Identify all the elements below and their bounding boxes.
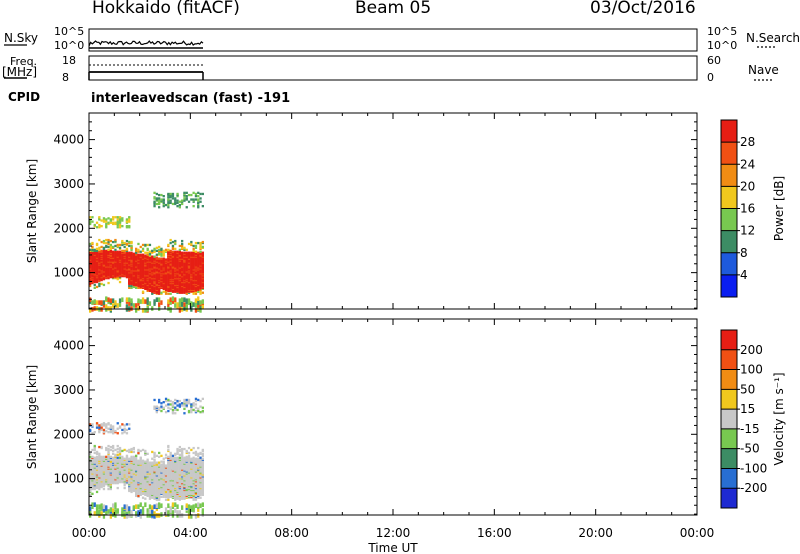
colorbar-swatch [721,230,737,254]
nsky-trace [88,40,204,47]
panel-frame-1 [88,318,698,516]
y-axis-label: Slant Range [km] [25,365,39,469]
colorbar-label: Velocity [m s⁻¹] [772,372,786,465]
freq-panel-frame [88,55,698,81]
y-tick-label: 2000 [53,427,84,441]
freq-unit-label: [MHz] [2,65,38,79]
nsearch-tick-bottom: 10^0 [707,39,737,52]
colorbar-tick-label: 12 [740,224,755,238]
y-tick-label: 2000 [53,221,84,235]
y-tick-label: 4000 [53,133,84,147]
nave-label: Nave [748,63,779,77]
colorbar-swatch [721,349,737,371]
colorbar-swatch [721,369,737,390]
colorbar-swatch [721,208,737,232]
colorbar-swatch [721,428,737,450]
colorbar-tick-label: -200 [740,481,767,495]
colorbar-tick-label: -50 [740,442,760,456]
colorbar-tick-label: 100 [740,363,763,377]
colorbar-swatch [721,252,737,276]
colorbar-tick-label: -100 [740,461,767,475]
colorbar-tick-label: 4 [740,268,748,282]
nsky-tick-bottom: 10^0 [54,39,84,52]
nave-tick-bottom: 0 [707,71,714,84]
panel-power [88,112,698,313]
freq-tick-bottom: 8 [62,71,69,84]
colorbar-swatch [721,389,737,410]
colorbar-swatch [721,186,737,209]
colorbar-swatch [721,330,737,351]
colorbar-tick-label: 50 [740,382,755,396]
nave-tick-top: 60 [707,54,721,67]
colorbar-tick-label: 20 [740,179,755,193]
x-tick-label: 12:00 [376,526,411,540]
x-axis-label: Time UT [367,541,418,554]
y-tick-label: 3000 [53,383,84,397]
beam-title: Beam 05 [355,0,432,18]
colorbar-swatch [721,120,737,143]
panel-frame-0 [88,112,698,310]
x-tick-label: 16:00 [477,526,512,540]
nsky-panel-frame [88,28,698,52]
x-tick-label: 20:00 [578,526,613,540]
colorbar-swatch [721,448,737,469]
y-tick-label: 1000 [53,266,84,280]
x-tick-label: 08:00 [274,526,309,540]
colorbar-tick-label: 15 [740,402,755,416]
colorbar-tick-label: 28 [740,135,755,149]
y-tick-label: 1000 [53,472,84,486]
colorbar-frame [720,329,738,509]
site-title: Hokkaido (fitACF) [92,0,240,18]
x-tick-label: 00:00 [680,526,715,540]
freq-tick-top: 18 [62,54,76,67]
nsearch-label: N.Search [746,31,800,45]
colorbar-tick-label: 24 [740,157,755,171]
x-tick-label: 04:00 [173,526,208,540]
x-tick-label: 00:00 [72,526,107,540]
freq-label: Freq. [10,55,38,68]
colorbar-tick-label: 8 [740,246,748,260]
colorbar-tick-label: 200 [740,343,763,357]
y-axis-label: Slant Range [km] [25,159,39,263]
colorbar-swatch [721,409,737,430]
colorbar-swatch [721,274,737,298]
y-tick-label: 4000 [53,339,84,353]
date-title: 03/Oct/2016 [590,0,696,18]
colorbar-swatch [721,468,737,489]
nsky-tick-top: 10^5 [54,25,84,38]
cpid-program: interleavedscan (fast) -191 [91,91,291,106]
cpid-label: CPID [8,90,41,104]
y-tick-label: 3000 [53,177,84,191]
colorbar-swatch [721,142,737,165]
colorbar-label: Power [dB] [772,176,786,241]
colorbar-tick-label: 16 [740,202,755,216]
colorbar-tick-label: -15 [740,422,760,436]
colorbar-swatch [721,164,737,187]
nsky-label: N.Sky [4,31,39,45]
colorbar-swatch [721,488,737,509]
panel-velocity [88,318,698,519]
nsearch-tick-top: 10^5 [707,25,737,38]
